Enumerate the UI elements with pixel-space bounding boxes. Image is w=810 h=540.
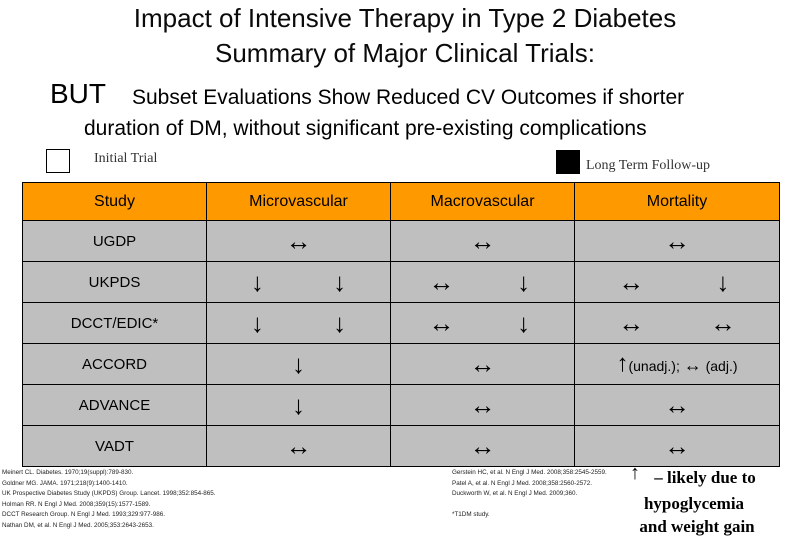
table-row: ADVANCE ↓ ↔ ↔ bbox=[22, 384, 780, 426]
ukpds-mort-followup: ↓ bbox=[716, 266, 730, 297]
likely-line-2: hypoglycemia bbox=[643, 494, 745, 513]
likely-arrow: ↑ bbox=[630, 462, 710, 485]
ukpds-macro-followup: ↓ bbox=[517, 266, 531, 297]
title-line-2: Summary of Major Clinical Trials: bbox=[215, 38, 595, 68]
but-label: BUT bbox=[50, 78, 106, 109]
dcct-micro-followup: ↓ bbox=[333, 307, 347, 338]
table-row: VADT ↔ ↔ ↔ bbox=[22, 425, 780, 467]
reference-item: Nathan DM, et al. N Engl J Med. 2005;353… bbox=[2, 521, 154, 529]
dcct-mort: ↔ ↔ bbox=[574, 302, 780, 344]
title-line-1: Impact of Intensive Therapy in Type 2 Di… bbox=[133, 3, 677, 33]
ukpds-mort-initial: ↔ bbox=[618, 266, 645, 297]
reference-item: Meinert CL. Diabetes. 1970;19(suppl):789… bbox=[2, 469, 134, 476]
ukpds-micro-followup: ↓ bbox=[333, 266, 347, 297]
references-left: Meinert CL. Diabetes. 1970;19(suppl):789… bbox=[2, 468, 302, 532]
ukpds-micro: ↓ ↓ bbox=[206, 261, 391, 303]
advance-mort: ↔ bbox=[574, 384, 780, 426]
study-vadt: VADT bbox=[22, 425, 207, 467]
reference-item: DCCT Research Group. N Engl J Med. 1993;… bbox=[2, 511, 165, 519]
arrow-up-icon: ↑ bbox=[630, 462, 640, 484]
ukpds-macro-initial: ↔ bbox=[428, 266, 455, 297]
accord-macro: ↔ bbox=[390, 343, 575, 385]
subtitle-line-1: Subset Evaluations Show Reduced CV Outco… bbox=[132, 86, 685, 109]
study-accord: ACCORD bbox=[22, 343, 207, 385]
dcct-micro-initial: ↓ bbox=[250, 307, 264, 338]
legend-followup-swatch bbox=[556, 150, 580, 174]
table-row: ACCORD ↓ ↔ ↑(unadj.); ↔ (adj.) bbox=[22, 343, 780, 385]
subtitle-line-2: duration of DM, without significant pre-… bbox=[84, 117, 647, 140]
accord-mort-adj: (adj.) bbox=[705, 358, 738, 374]
dcct-macro-initial: ↔ bbox=[428, 307, 455, 338]
reference-item: Goldner MG. JAMA. 1971;218(9):1400-1410. bbox=[2, 479, 128, 487]
study-dcct-edic: DCCT/EDIC* bbox=[22, 302, 207, 344]
header-study: Study bbox=[22, 182, 207, 221]
header-mortality: Mortality bbox=[574, 182, 780, 221]
ugdp-mort: ↔ bbox=[574, 220, 780, 262]
study-ugdp: UGDP bbox=[22, 220, 207, 262]
legend-initial-swatch bbox=[46, 149, 70, 173]
table-header-row: Study Microvascular Macrovascular Mortal… bbox=[22, 182, 780, 221]
dcct-macro-followup: ↓ bbox=[517, 307, 531, 338]
table-row: DCCT/EDIC* ↓ ↓ ↔ ↓ ↔ ↔ bbox=[22, 302, 780, 344]
header-macrovascular: Macrovascular bbox=[390, 182, 575, 221]
reference-item: Gerstein HC, et al. N Engl J Med. 2008;3… bbox=[452, 469, 607, 476]
likely-line-3: and weight gain bbox=[639, 517, 755, 536]
table-row: UGDP ↔ ↔ ↔ bbox=[22, 220, 780, 262]
table-row: UKPDS ↓ ↓ ↔ ↓ ↔ ↓ bbox=[22, 261, 780, 303]
reference-item: Patel A, et al. N Engl J Med. 2008;358:2… bbox=[452, 479, 593, 487]
study-ukpds: UKPDS bbox=[22, 261, 207, 303]
dcct-micro: ↓ ↓ bbox=[206, 302, 391, 344]
ugdp-macro: ↔ bbox=[390, 220, 575, 262]
vadt-macro: ↔ bbox=[390, 425, 575, 467]
header-microvascular: Microvascular bbox=[206, 182, 391, 221]
advance-macro: ↔ bbox=[390, 384, 575, 426]
reference-item: Holman RR. N Engl J Med. 2008;359(15):15… bbox=[2, 500, 151, 508]
ukpds-micro-initial: ↓ bbox=[250, 266, 264, 297]
advance-micro: ↓ bbox=[206, 384, 391, 426]
dcct-mort-initial: ↔ bbox=[618, 307, 645, 338]
ukpds-macro: ↔ ↓ bbox=[390, 261, 575, 303]
dcct-macro: ↔ ↓ bbox=[390, 302, 575, 344]
likely-line-1: – likely due to bbox=[654, 468, 756, 487]
accord-mort-sym: ↔ bbox=[683, 355, 702, 375]
trials-table: Study Microvascular Macrovascular Mortal… bbox=[22, 182, 780, 467]
footnote: *T1DM study. bbox=[452, 510, 490, 518]
ugdp-micro: ↔ bbox=[206, 220, 391, 262]
reference-item: Duckworth W, et al. N Engl J Med. 2009;3… bbox=[452, 490, 578, 498]
dcct-mort-followup: ↔ bbox=[709, 307, 736, 338]
vadt-mort: ↔ bbox=[574, 425, 780, 467]
ukpds-mort: ↔ ↓ bbox=[574, 261, 780, 303]
accord-micro: ↓ bbox=[206, 343, 391, 385]
legend-initial-label: Initial Trial bbox=[94, 151, 158, 166]
reference-item: UK Prospective Diabetes Study (UKPDS) Gr… bbox=[2, 490, 216, 498]
legend-followup-label: Long Term Follow-up bbox=[586, 158, 710, 173]
references-right: Gerstein HC, et al. N Engl J Med. 2008;3… bbox=[452, 468, 632, 520]
vadt-micro: ↔ bbox=[206, 425, 391, 467]
arrow-up-icon: ↑ bbox=[616, 350, 629, 377]
accord-mort-unadj: (unadj.); bbox=[628, 358, 680, 374]
accord-mort: ↑(unadj.); ↔ (adj.) bbox=[574, 343, 780, 385]
study-advance: ADVANCE bbox=[22, 384, 207, 426]
